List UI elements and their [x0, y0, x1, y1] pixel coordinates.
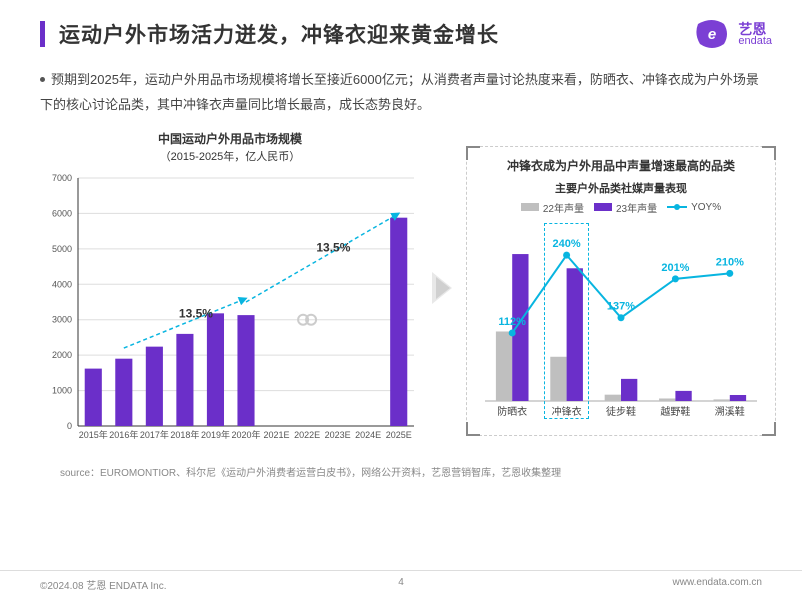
svg-text:1000: 1000 — [52, 386, 72, 396]
description: 预期到2025年，运动户外用品市场规模将增长至接近6000亿元；从消费者声量讨论… — [0, 50, 802, 117]
svg-text:2021E: 2021E — [264, 430, 290, 440]
legend-swatch-b — [594, 203, 612, 211]
bullet-icon — [40, 77, 45, 82]
svg-text:13.5%: 13.5% — [179, 306, 213, 320]
right-chart-plot-wrap: 防晒衣 冲锋衣 徒步鞋 越野鞋 溯溪鞋 112% 240% 137% 201% 210% — [477, 221, 765, 421]
svg-text:徒步鞋: 徒步鞋 — [606, 405, 636, 418]
svg-text:5000: 5000 — [52, 244, 72, 254]
corner-decoration — [762, 146, 776, 160]
legend-item-a: 22年声量 — [521, 200, 584, 215]
category-volume-chart: 冲锋衣成为户外用品中声量增速最高的品类 主要户外品类社媒声量表现 22年声量 2… — [466, 146, 776, 436]
logo-text-wrap: 艺恩 endata — [738, 22, 772, 47]
svg-text:2025E: 2025E — [386, 430, 412, 440]
footer-url: www.endata.com.cn — [673, 577, 763, 592]
legend-item-c: YOY% — [667, 202, 721, 213]
right-chart-svg: 防晒衣 冲锋衣 徒步鞋 越野鞋 溯溪鞋 112% 240% 137% 201% 210% — [477, 221, 765, 421]
svg-text:0: 0 — [67, 421, 72, 431]
legend-label-a: 22年声量 — [543, 200, 584, 215]
svg-text:溯溪鞋: 溯溪鞋 — [715, 405, 745, 418]
footer: ©2024.08 艺恩 ENDATA Inc. 4 www.endata.com… — [0, 570, 802, 592]
svg-text:4000: 4000 — [52, 279, 72, 289]
svg-text:13.5%: 13.5% — [316, 241, 350, 255]
svg-text:2020年: 2020年 — [231, 429, 260, 440]
right-chart-subtitle: 主要户外品类社媒声量表现 — [477, 180, 765, 196]
logo-text-en: endata — [738, 36, 772, 47]
legend: 22年声量 23年声量 YOY% — [477, 200, 765, 215]
svg-text:210%: 210% — [716, 256, 744, 268]
svg-text:2016年: 2016年 — [109, 429, 138, 440]
title-wrap: 运动户外市场活力迸发，冲锋衣迎来黄金增长 — [40, 19, 499, 49]
svg-text:240%: 240% — [553, 238, 581, 250]
brand-logo: e 艺恩 endata — [692, 18, 772, 50]
legend-swatch-a — [521, 203, 539, 211]
svg-text:e: e — [708, 26, 716, 43]
svg-text:6000: 6000 — [52, 209, 72, 219]
description-text: 预期到2025年，运动户外用品市场规模将增长至接近6000亿元；从消费者声量讨论… — [40, 72, 759, 112]
legend-item-b: 23年声量 — [594, 200, 657, 215]
svg-text:2022E: 2022E — [294, 430, 320, 440]
arrow-icon — [430, 270, 456, 311]
svg-text:3000: 3000 — [52, 315, 72, 325]
corner-decoration — [466, 146, 480, 160]
svg-text:7000: 7000 — [52, 173, 72, 183]
svg-text:冲锋衣: 冲锋衣 — [552, 405, 582, 418]
svg-text:137%: 137% — [607, 301, 635, 313]
corner-decoration — [762, 422, 776, 436]
market-size-chart: 中国运动户外用品市场规模 （2015-2025年，亿人民币） 0 1000 2000… — [40, 131, 420, 450]
svg-text:越野鞋: 越野鞋 — [660, 405, 690, 418]
svg-text:201%: 201% — [661, 262, 689, 274]
svg-text:2024E: 2024E — [355, 430, 381, 440]
svg-text:112%: 112% — [498, 316, 526, 328]
source-note: source：EUROMONTIOR、科尔尼《运动户外消费者运营白皮书》，网络公… — [0, 450, 802, 479]
legend-label-c: YOY% — [691, 202, 721, 213]
page-title: 运动户外市场活力迸发，冲锋衣迎来黄金增长 — [59, 19, 499, 49]
svg-text:2000: 2000 — [52, 350, 72, 360]
header: 运动户外市场活力迸发，冲锋衣迎来黄金增长 e 艺恩 endata — [0, 0, 802, 50]
svg-text:防晒衣: 防晒衣 — [497, 405, 527, 418]
legend-line-c — [667, 206, 687, 208]
corner-decoration — [466, 422, 480, 436]
left-chart-title: 中国运动户外用品市场规模 — [40, 131, 420, 148]
footer-copyright: ©2024.08 艺恩 ENDATA Inc. — [40, 577, 167, 592]
legend-label-b: 23年声量 — [616, 200, 657, 215]
title-accent-bar — [40, 21, 45, 47]
svg-text:2019年: 2019年 — [201, 429, 230, 440]
logo-text-cn: 艺恩 — [738, 22, 772, 36]
logo-icon: e — [692, 18, 732, 50]
footer-page-number: 4 — [398, 577, 404, 588]
right-chart-heading: 冲锋衣成为户外用品中声量增速最高的品类 — [477, 157, 765, 174]
svg-text:2017年: 2017年 — [140, 429, 169, 440]
svg-text:2018年: 2018年 — [170, 429, 199, 440]
left-chart-subtitle: （2015-2025年，亿人民币） — [40, 148, 420, 164]
svg-text:2023E: 2023E — [325, 430, 351, 440]
left-chart-svg: 010002000300040005000600070002015年2016年2… — [40, 170, 420, 450]
content-row: 中国运动户外用品市场规模 （2015-2025年，亿人民币） 0 1000 2000… — [0, 117, 802, 450]
svg-text:2015年: 2015年 — [79, 429, 108, 440]
